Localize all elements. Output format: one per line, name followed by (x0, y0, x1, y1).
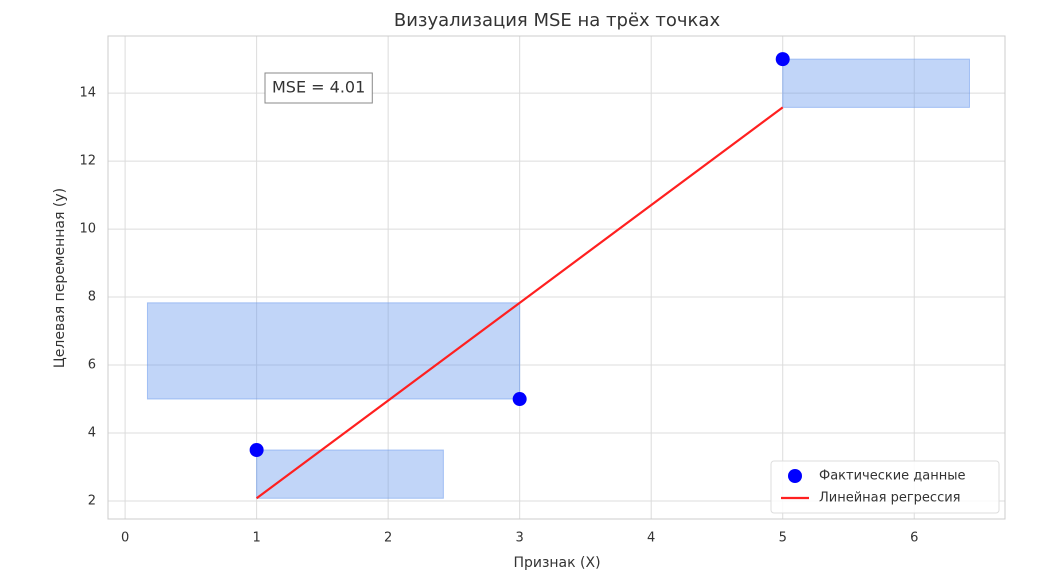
x-tick-label: 0 (121, 531, 129, 546)
x-tick-label: 5 (779, 531, 787, 546)
data-point (775, 52, 790, 67)
y-tick-label: 4 (88, 426, 96, 441)
y-axis-label: Целевая переменная (y) (52, 188, 68, 368)
y-tick-label: 8 (88, 290, 96, 305)
x-tick-label: 3 (516, 531, 524, 546)
x-tick-label: 1 (252, 531, 260, 546)
y-tick-label: 14 (79, 86, 96, 101)
y-tick-label: 12 (79, 154, 96, 169)
legend-label: Фактические данные (819, 469, 966, 484)
legend-swatch (788, 469, 802, 483)
x-axis-label: Признак (X) (513, 555, 600, 571)
annotation-box (264, 72, 373, 104)
x-tick-label: 6 (910, 531, 918, 546)
x-tick-label: 4 (647, 531, 655, 546)
regression-line (255, 106, 784, 500)
residual-square (782, 58, 970, 108)
residual-square (146, 302, 521, 400)
data-point (249, 443, 264, 457)
legend-box (770, 460, 1000, 514)
x-tick-label: 2 (384, 531, 392, 546)
y-tick-label: 6 (88, 358, 96, 373)
annotation: MSE = 4.01 (272, 78, 365, 97)
legend-label: Линейная регрессия (819, 491, 960, 506)
chart-title: Визуализация MSE на трёх точках (394, 10, 721, 31)
y-tick-label: 10 (79, 222, 96, 237)
y-tick-label: 2 (88, 493, 96, 508)
plot-frame (107, 35, 1006, 520)
data-point (512, 392, 527, 407)
residual-square (256, 449, 444, 499)
